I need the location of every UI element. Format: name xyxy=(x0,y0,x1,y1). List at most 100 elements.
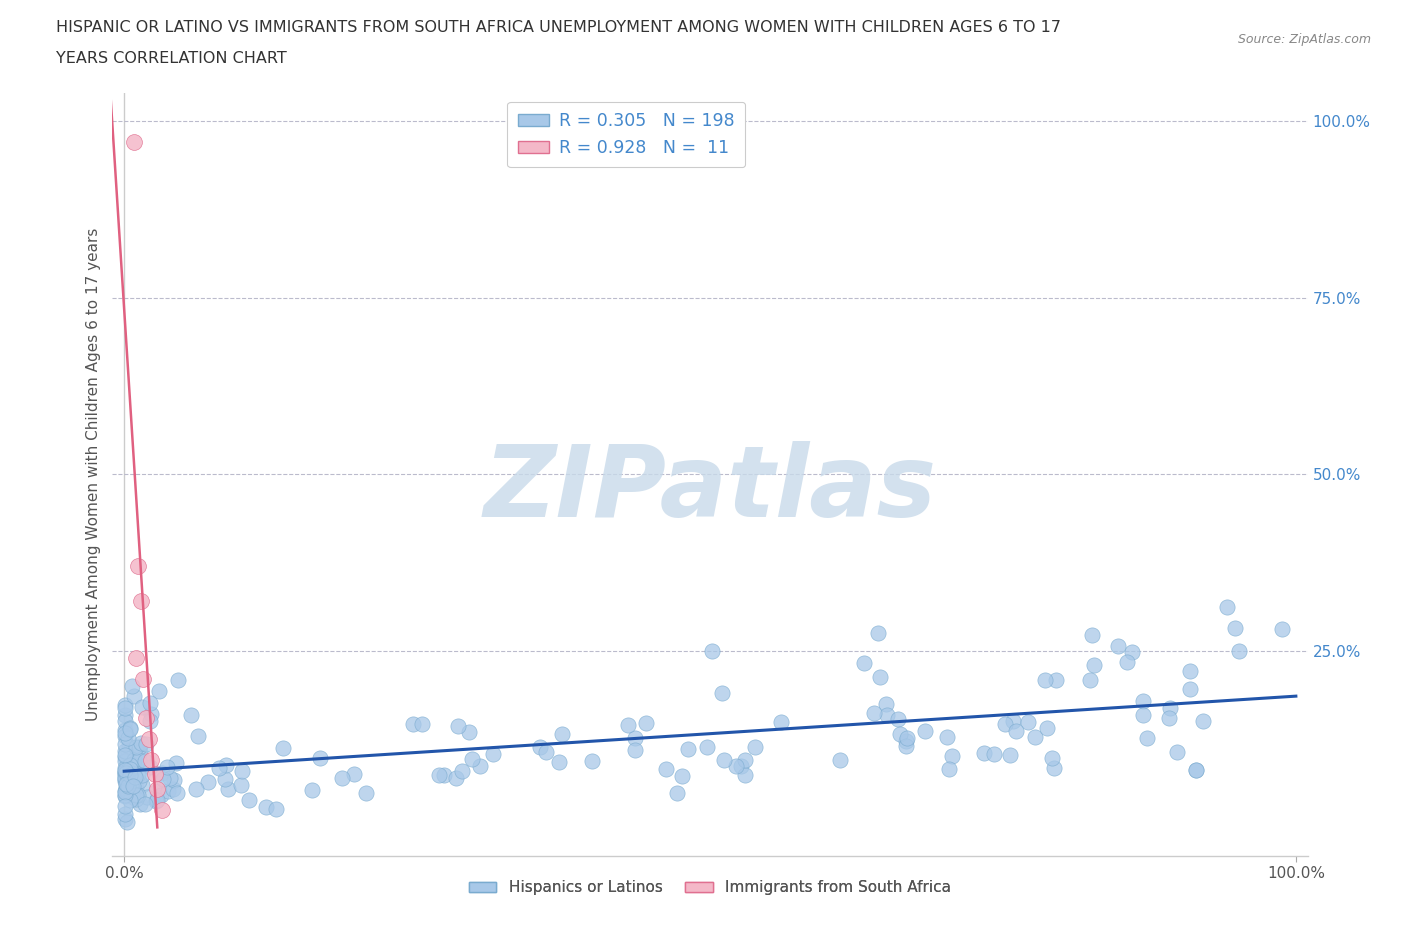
Point xyxy=(122,790,145,804)
Point xyxy=(711,686,734,701)
Point xyxy=(938,762,960,777)
Point xyxy=(120,792,142,807)
Point xyxy=(1157,711,1180,725)
Point xyxy=(1045,673,1067,688)
Point xyxy=(156,759,179,774)
Point xyxy=(887,711,910,726)
Point xyxy=(624,742,647,757)
Point xyxy=(231,764,253,778)
Point xyxy=(115,783,138,798)
Point xyxy=(869,670,891,684)
Point xyxy=(197,775,219,790)
Point xyxy=(730,759,752,774)
Point xyxy=(115,772,138,787)
Point xyxy=(217,782,239,797)
Point xyxy=(343,767,366,782)
Point xyxy=(1136,730,1159,745)
Point xyxy=(114,743,136,758)
Point xyxy=(125,781,148,796)
Point xyxy=(146,781,169,796)
Point xyxy=(114,700,136,715)
Point xyxy=(700,644,723,658)
Point xyxy=(551,726,574,741)
Point xyxy=(623,730,645,745)
Point xyxy=(875,697,897,711)
Point xyxy=(114,799,136,814)
Point xyxy=(117,748,139,763)
Point xyxy=(114,726,136,741)
Point xyxy=(1132,708,1154,723)
Point xyxy=(166,786,188,801)
Point xyxy=(129,735,152,750)
Point xyxy=(129,594,152,609)
Point xyxy=(1227,644,1250,658)
Point xyxy=(117,730,139,745)
Point xyxy=(145,793,167,808)
Point xyxy=(529,739,551,754)
Point xyxy=(124,769,146,784)
Point xyxy=(1042,751,1064,765)
Point xyxy=(167,672,190,687)
Point xyxy=(150,803,173,817)
Point xyxy=(1080,672,1102,687)
Point xyxy=(273,740,295,755)
Point xyxy=(1185,763,1208,777)
Point xyxy=(139,713,162,728)
Text: Source: ZipAtlas.com: Source: ZipAtlas.com xyxy=(1237,33,1371,46)
Point xyxy=(138,695,160,710)
Point xyxy=(118,721,141,736)
Point xyxy=(115,769,138,784)
Point xyxy=(678,742,700,757)
Point xyxy=(127,787,149,802)
Point xyxy=(734,768,756,783)
Point xyxy=(114,771,136,786)
Point xyxy=(876,708,898,723)
Point xyxy=(114,753,136,768)
Point xyxy=(468,758,491,773)
Point xyxy=(122,135,145,150)
Point xyxy=(114,812,136,827)
Point xyxy=(1081,628,1104,643)
Point xyxy=(120,778,142,793)
Point xyxy=(156,784,179,799)
Point xyxy=(187,728,209,743)
Point xyxy=(866,626,889,641)
Point xyxy=(132,671,155,686)
Point xyxy=(128,744,150,759)
Point xyxy=(125,791,148,806)
Point xyxy=(852,655,875,670)
Point xyxy=(150,765,173,780)
Point xyxy=(1001,713,1024,728)
Point xyxy=(114,723,136,737)
Point xyxy=(433,767,456,782)
Point xyxy=(896,734,918,749)
Text: ZIPatlas: ZIPatlas xyxy=(484,441,936,538)
Point xyxy=(149,788,172,803)
Point xyxy=(402,716,425,731)
Point xyxy=(122,752,145,767)
Point xyxy=(134,753,156,768)
Point xyxy=(461,751,484,766)
Point xyxy=(713,752,735,767)
Point xyxy=(215,757,238,772)
Point xyxy=(148,684,170,698)
Point xyxy=(998,748,1021,763)
Point xyxy=(994,717,1017,732)
Point xyxy=(120,757,142,772)
Point xyxy=(128,796,150,811)
Point xyxy=(1180,682,1202,697)
Point xyxy=(1083,658,1105,672)
Point xyxy=(1225,620,1247,635)
Point xyxy=(1024,729,1046,744)
Point xyxy=(114,765,136,780)
Point xyxy=(973,746,995,761)
Point xyxy=(114,737,136,751)
Point xyxy=(411,716,433,731)
Point xyxy=(356,785,378,800)
Point xyxy=(616,718,638,733)
Point xyxy=(128,739,150,754)
Point xyxy=(115,815,138,830)
Point xyxy=(114,769,136,784)
Point xyxy=(534,745,557,760)
Point xyxy=(122,767,145,782)
